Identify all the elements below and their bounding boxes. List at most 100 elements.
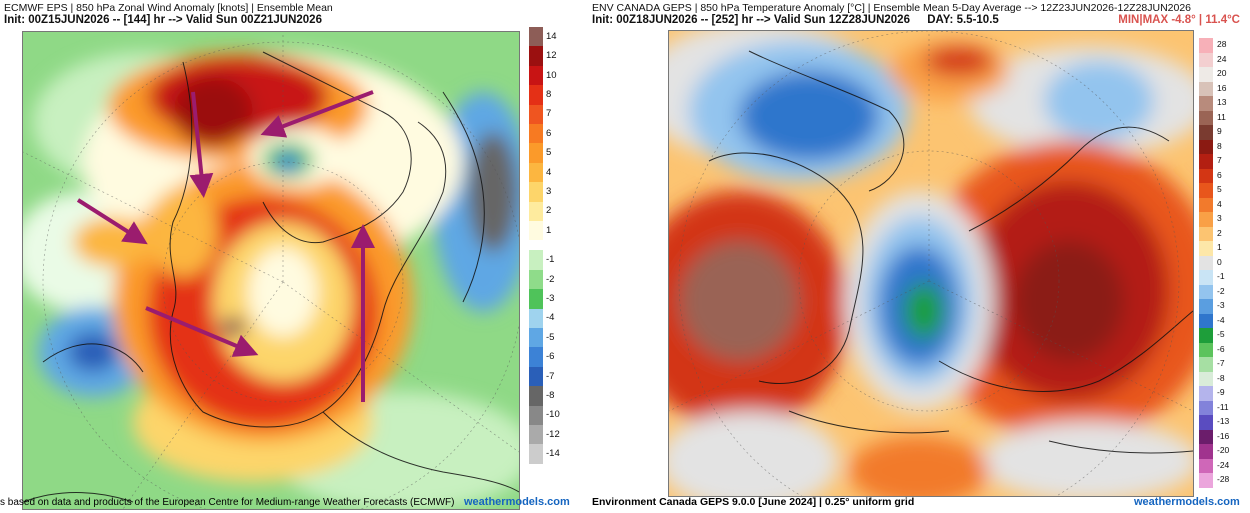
right-colorbar-swatch — [1199, 67, 1213, 82]
right-colorbar-swatch — [1199, 270, 1213, 285]
right-colorbar-label: -7 — [1217, 358, 1225, 369]
left-colorbar-swatch — [529, 289, 543, 309]
right-colorbar-label: 2 — [1217, 227, 1222, 238]
left-colorbar-label: -12 — [546, 428, 560, 440]
left-colorbar-swatch — [529, 201, 543, 221]
right-colorbar-label: 16 — [1217, 82, 1227, 93]
left-credit[interactable]: weathermodels.com — [464, 496, 570, 508]
right-colorbar-label: 5 — [1217, 184, 1222, 195]
right-day-range: DAY: 5.5-10.5 — [927, 14, 999, 26]
left-colorbar-label: -7 — [546, 370, 555, 382]
right-colorbar-label: 3 — [1217, 213, 1222, 224]
right-colorbar-label: 1 — [1217, 242, 1222, 253]
right-colorbar-label: 9 — [1217, 126, 1222, 137]
left-colorbar-label: 12 — [546, 50, 557, 62]
left-colorbar-swatch — [529, 269, 543, 290]
right-colorbar-label: -6 — [1217, 343, 1225, 354]
right-colorbar: 28 24 20 16 13 11 9 8 7 6 5 4 3 2 1 0 -1 -2 -3 -4 -5 -6 -7 -8 -9… — [1199, 38, 1229, 488]
left-colorbar-swatch — [529, 46, 543, 66]
right-colorbar-label: -3 — [1217, 300, 1225, 311]
left-colorbar-swatch — [529, 221, 543, 241]
right-colorbar-label: 7 — [1217, 155, 1222, 166]
right-title: ENV CANADA GEPS | 850 hPa Temperature An… — [592, 2, 1192, 14]
left-colorbar-label: -14 — [546, 448, 560, 460]
right-colorbar-swatch — [1199, 125, 1213, 140]
left-colorbar-swatch — [529, 308, 543, 328]
left-colorbar-swatch — [529, 182, 543, 202]
right-panel: ENV CANADA GEPS | 850 hPa Temperature An… — [588, 0, 1250, 513]
right-colorbar-swatch — [1199, 371, 1213, 386]
left-colorbar-swatch — [529, 250, 543, 270]
left-colorbar-label: -6 — [546, 351, 555, 363]
right-colorbar-swatch — [1199, 183, 1213, 198]
left-colorbar-label: -5 — [546, 331, 555, 343]
left-colorbar-swatch — [529, 328, 543, 348]
left-colorbar-label: -8 — [546, 389, 555, 401]
left-colorbar-label: 3 — [546, 185, 552, 197]
right-colorbar-swatch — [1199, 458, 1213, 473]
right-colorbar-label: -1 — [1217, 271, 1225, 282]
left-wind-anomaly-map — [22, 31, 520, 510]
right-colorbar-label: -28 — [1217, 474, 1230, 485]
left-colorbar-label: 4 — [546, 166, 552, 178]
left-colorbar-label: 5 — [546, 147, 552, 159]
right-colorbar-label: -20 — [1217, 445, 1230, 456]
right-colorbar-label: -16 — [1217, 430, 1230, 441]
left-colorbar-swatch — [529, 85, 543, 105]
right-colorbar-label: 0 — [1217, 256, 1222, 267]
left-colorbar-swatch — [529, 425, 543, 445]
right-colorbar-swatch — [1199, 168, 1213, 183]
right-colorbar-label: 24 — [1217, 53, 1227, 64]
left-colorbar: 14 12 10 8 7 6 5 4 3 2 1 -1 -2 -3 -4 -5 -6 -7 -8 -10 -12 -14 — [529, 27, 560, 464]
left-colorbar-swatch — [529, 162, 543, 183]
right-temp-anomaly-map — [668, 30, 1194, 497]
right-colorbar-label: -13 — [1217, 416, 1230, 427]
right-colorbar-swatch — [1199, 197, 1213, 212]
right-colorbar-swatch — [1199, 400, 1213, 415]
left-colorbar-swatch — [529, 124, 543, 144]
left-footer: s based on data and products of the Euro… — [0, 497, 455, 508]
right-colorbar-label: 13 — [1217, 97, 1227, 108]
left-colorbar-label: 6 — [546, 127, 552, 139]
right-colorbar-swatch — [1199, 81, 1213, 96]
right-colorbar-swatch — [1199, 386, 1213, 401]
right-colorbar-swatch — [1199, 154, 1213, 169]
right-colorbar-label: -2 — [1217, 285, 1225, 296]
right-colorbar-label: -8 — [1217, 372, 1225, 383]
left-init: Init: 00Z15JUN2026 -- [144] hr --> Valid… — [4, 14, 322, 26]
right-colorbar-swatch — [1199, 110, 1213, 125]
right-colorbar-label: 8 — [1217, 140, 1222, 151]
right-colorbar-swatch — [1199, 328, 1213, 343]
right-colorbar-label: 20 — [1217, 68, 1227, 79]
right-colorbar-swatch — [1199, 299, 1213, 314]
left-colorbar-swatch — [529, 366, 543, 387]
left-colorbar-label: 14 — [546, 30, 557, 42]
right-colorbar-swatch — [1199, 226, 1213, 241]
left-panel: ECMWF EPS | 850 hPa Zonal Wind Anomaly [… — [0, 0, 585, 513]
right-colorbar-swatch — [1199, 212, 1213, 227]
left-colorbar-swatch — [529, 65, 543, 86]
left-colorbar-label: 7 — [546, 108, 552, 120]
right-colorbar-swatch — [1199, 38, 1213, 53]
right-colorbar-swatch — [1199, 473, 1213, 488]
right-colorbar-swatch — [1199, 284, 1213, 299]
left-colorbar-label: -1 — [546, 254, 555, 266]
right-colorbar-swatch — [1199, 444, 1213, 459]
left-colorbar-label: -10 — [546, 409, 560, 421]
right-colorbar-swatch — [1199, 429, 1213, 444]
right-colorbar-swatch — [1199, 357, 1213, 372]
left-colorbar-swatch — [529, 444, 543, 464]
right-colorbar-label: 28 — [1217, 39, 1227, 50]
right-colorbar-swatch — [1199, 96, 1213, 111]
right-colorbar-swatch — [1199, 241, 1213, 256]
right-colorbar-swatch — [1199, 255, 1213, 270]
left-colorbar-swatch — [529, 27, 543, 47]
right-colorbar-label: 4 — [1217, 198, 1222, 209]
left-colorbar-swatch — [529, 386, 543, 406]
left-colorbar-label: 10 — [546, 69, 557, 81]
right-init: Init: 00Z18JUN2026 -- [252] hr --> Valid… — [592, 14, 999, 26]
right-colorbar-label: -11 — [1217, 401, 1229, 412]
right-credit[interactable]: weathermodels.com — [1134, 496, 1240, 508]
right-colorbar-swatch — [1199, 342, 1213, 357]
right-colorbar-label: -9 — [1217, 387, 1225, 398]
